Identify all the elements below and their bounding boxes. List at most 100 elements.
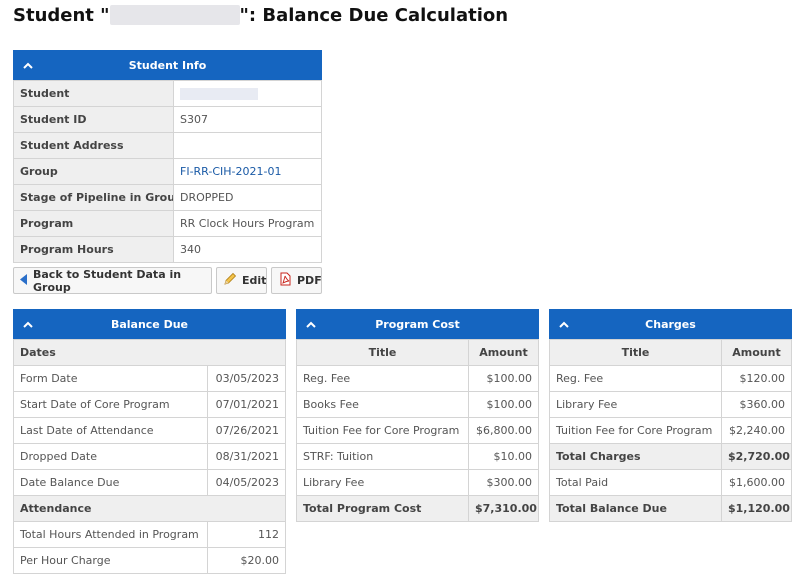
total-paid-row: Total Paid $1,600.00: [549, 469, 792, 496]
student-label: Student: [13, 80, 174, 107]
cost-title: Books Fee: [296, 391, 469, 418]
total-program-cost-label: Total Program Cost: [296, 495, 469, 522]
table-row: Tuition Fee for Core Program $2,240.00: [549, 417, 792, 444]
cost-title: Reg. Fee: [296, 365, 469, 392]
stage-label: Stage of Pipeline in Group: [13, 184, 174, 211]
last-attendance-label: Last Date of Attendance: [13, 417, 208, 444]
table-row: Dropped Date 08/31/2021: [13, 443, 286, 470]
charge-amount: $360.00: [721, 391, 792, 418]
total-program-cost-row: Total Program Cost $7,310.00: [296, 495, 539, 522]
edit-button-label: Edit: [242, 274, 267, 287]
attendance-section-label: Attendance: [13, 495, 286, 522]
charges-panel: Charges Title Amount Reg. Fee $120.00 Li…: [549, 309, 792, 522]
table-row: Start Date of Core Program 07/01/2021: [13, 391, 286, 418]
table-row: Date Balance Due 04/05/2023: [13, 469, 286, 496]
table-header-row: Title Amount: [296, 339, 539, 366]
total-charges-label: Total Charges: [549, 443, 722, 470]
program-hours-value: 340: [173, 236, 322, 263]
cost-amount: $300.00: [468, 469, 539, 496]
total-balance-due-value: $1,120.00: [721, 495, 792, 522]
hours-attended-label: Total Hours Attended in Program: [13, 521, 208, 548]
dates-section-label: Dates: [13, 339, 286, 366]
back-button[interactable]: Back to Student Data in Group: [13, 267, 212, 294]
total-paid-label: Total Paid: [549, 469, 722, 496]
cost-amount: $100.00: [468, 365, 539, 392]
balance-due-header[interactable]: Balance Due: [13, 309, 286, 339]
student-address-label: Student Address: [13, 132, 174, 159]
student-info-header[interactable]: Student Info: [13, 50, 322, 80]
per-hour-charge-value: $20.00: [207, 547, 286, 574]
cost-title: Tuition Fee for Core Program: [296, 417, 469, 444]
table-row: STRF: Tuition $10.00: [296, 443, 539, 470]
table-row: Reg. Fee $100.00: [296, 365, 539, 392]
collapse-caret-icon[interactable]: [21, 50, 35, 80]
dropped-date-label: Dropped Date: [13, 443, 208, 470]
cost-amount: $10.00: [468, 443, 539, 470]
table-row: Student Address: [13, 132, 322, 159]
page-title-prefix: Student ": [13, 5, 110, 26]
page-title-suffix: ": Balance Due Calculation: [239, 5, 509, 26]
table-row: Student: [13, 80, 322, 107]
total-charges-value: $2,720.00: [721, 443, 792, 470]
balance-due-title: Balance Due: [110, 317, 189, 331]
dropped-date-value: 08/31/2021: [207, 443, 286, 470]
table-row: Student ID S307: [13, 106, 322, 133]
total-balance-due-row: Total Balance Due $1,120.00: [549, 495, 792, 522]
table-row: Reg. Fee $120.00: [549, 365, 792, 392]
page-title: Student " ": Balance Due Calculation: [13, 5, 508, 26]
date-balance-due-value: 04/05/2023: [207, 469, 286, 496]
table-row: Program RR Clock Hours Program: [13, 210, 322, 237]
table-row: Form Date 03/05/2023: [13, 365, 286, 392]
student-id-label: Student ID: [13, 106, 174, 133]
amount-column-header: Amount: [721, 339, 792, 366]
student-address-value: [173, 132, 322, 159]
redacted-name: [109, 5, 240, 25]
cost-title: STRF: Tuition: [296, 443, 469, 470]
per-hour-charge-label: Per Hour Charge: [13, 547, 208, 574]
title-column-header: Title: [296, 339, 469, 366]
action-buttons: Back to Student Data in Group Edit PDF: [13, 267, 322, 294]
student-value: [173, 80, 322, 107]
student-info-table: Student Student ID S307 Student Address …: [13, 80, 322, 263]
table-row: Total Hours Attended in Program 112: [13, 521, 286, 548]
cost-title: Library Fee: [296, 469, 469, 496]
form-date-value: 03/05/2023: [207, 365, 286, 392]
total-charges-row: Total Charges $2,720.00: [549, 443, 792, 470]
attendance-section-row: Attendance: [13, 495, 286, 522]
table-row: Last Date of Attendance 07/26/2021: [13, 417, 286, 444]
table-row: Group FI-RR-CIH-2021-01: [13, 158, 322, 185]
collapse-caret-icon[interactable]: [21, 309, 35, 339]
total-balance-due-label: Total Balance Due: [549, 495, 722, 522]
cost-amount: $6,800.00: [468, 417, 539, 444]
pdf-button[interactable]: PDF: [271, 267, 322, 294]
student-info-title: Student Info: [128, 58, 207, 72]
table-row: Stage of Pipeline in Group DROPPED: [13, 184, 322, 211]
table-row: Library Fee $300.00: [296, 469, 539, 496]
start-date-value: 07/01/2021: [207, 391, 286, 418]
charges-header[interactable]: Charges: [549, 309, 792, 339]
balance-due-table: Dates Form Date 03/05/2023 Start Date of…: [13, 339, 286, 574]
title-column-header: Title: [549, 339, 722, 366]
back-button-label: Back to Student Data in Group: [33, 267, 182, 294]
program-cost-header[interactable]: Program Cost: [296, 309, 539, 339]
back-arrow-icon: [20, 273, 28, 288]
edit-button[interactable]: Edit: [216, 267, 267, 294]
balance-due-panel: Balance Due Dates Form Date 03/05/2023 S…: [13, 309, 286, 574]
program-cost-title: Program Cost: [375, 317, 460, 331]
charge-title: Tuition Fee for Core Program: [549, 417, 722, 444]
collapse-caret-icon[interactable]: [557, 309, 571, 339]
form-date-label: Form Date: [13, 365, 208, 392]
group-link[interactable]: FI-RR-CIH-2021-01: [173, 158, 322, 185]
student-id-value: S307: [173, 106, 322, 133]
charge-amount: $2,240.00: [721, 417, 792, 444]
table-row: Tuition Fee for Core Program $6,800.00: [296, 417, 539, 444]
table-row: Per Hour Charge $20.00: [13, 547, 286, 574]
table-row: Library Fee $360.00: [549, 391, 792, 418]
collapse-caret-icon[interactable]: [304, 309, 318, 339]
group-label: Group: [13, 158, 174, 185]
start-date-label: Start Date of Core Program: [13, 391, 208, 418]
total-program-cost-value: $7,310.00: [468, 495, 539, 522]
charge-title: Library Fee: [549, 391, 722, 418]
program-value: RR Clock Hours Program: [173, 210, 322, 237]
pdf-icon: [278, 272, 292, 289]
